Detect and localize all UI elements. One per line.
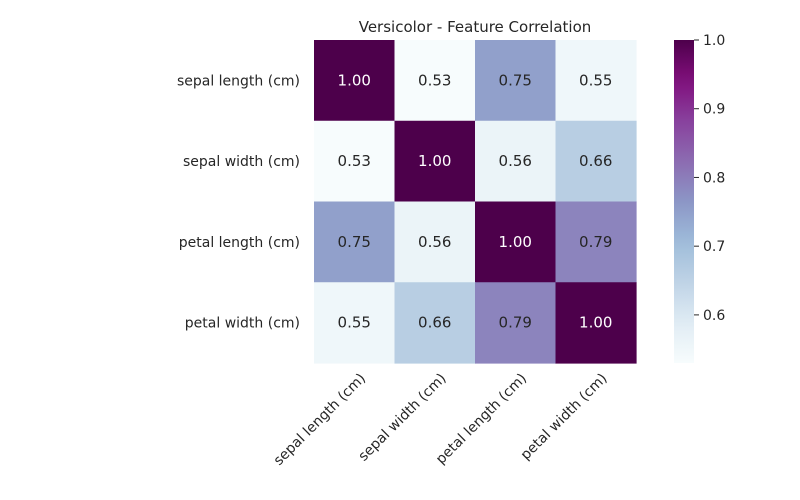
heatmap-cell [314, 120, 396, 203]
heatmap-cell [555, 120, 637, 203]
x-tick-label: sepal length (cm) [271, 371, 369, 469]
colorbar-tick-label: 0.9 [703, 102, 725, 118]
x-tick-label: sepal width (cm) [356, 371, 450, 465]
heatmap-cell-label: 1.00 [418, 152, 451, 170]
x-tick-label: petal width (cm) [518, 371, 611, 464]
heatmap-cell-labels: 1.00 0.53 0.75 0.55 0.53 1.00 0.56 0.66 0.75 0.56… [338, 71, 613, 331]
heatmap-cell-label: 0.53 [338, 152, 371, 170]
heatmap-cell [394, 120, 476, 203]
heatmap-cell-label: 0.55 [338, 314, 371, 332]
colorbar-tick-label: 0.8 [703, 170, 725, 186]
heatmap-cells [314, 40, 637, 364]
y-tick-label: sepal width (cm) [183, 154, 300, 170]
heatmap-cell [555, 282, 637, 364]
heatmap-cell [394, 40, 476, 122]
y-axis-tick-labels: sepal length (cm) sepal width (cm) petal l… [177, 73, 300, 331]
y-tick-label: petal width (cm) [185, 316, 300, 332]
colorbar-tick-labels: 0.6 0.7 0.8 0.9 1.0 [694, 33, 725, 324]
x-tick-label: petal length (cm) [433, 371, 530, 468]
heatmap-cell [314, 282, 396, 364]
y-tick-label: petal length (cm) [179, 235, 300, 251]
heatmap-cell [475, 201, 557, 283]
colorbar-tick-label: 0.7 [703, 239, 725, 255]
heatmap-cell [555, 201, 637, 283]
heatmap-cell-label: 0.75 [338, 233, 371, 251]
heatmap-cell [475, 120, 557, 203]
heatmap-cell-label: 0.79 [579, 233, 612, 251]
heatmap-cell [555, 40, 637, 122]
heatmap-cell-label: 1.00 [579, 314, 612, 332]
heatmap-cell [394, 282, 476, 364]
heatmap-cell-label: 0.75 [499, 71, 532, 89]
colorbar [674, 40, 694, 363]
y-tick-label: sepal length (cm) [177, 73, 300, 89]
x-axis-tick-labels: sepal length (cm)sepal width (cm)petal l… [271, 371, 611, 469]
heatmap-cell-label: 0.53 [418, 71, 451, 89]
heatmap-cell-label: 0.56 [499, 152, 532, 170]
heatmap-cell [394, 201, 476, 283]
heatmap-cell-label: 1.00 [338, 71, 371, 89]
heatmap-cell [314, 201, 396, 283]
heatmap-cell-label: 0.79 [499, 314, 532, 332]
chart-title: Versicolor - Feature Correlation [359, 18, 592, 36]
heatmap-cell [314, 40, 396, 122]
heatmap-cell-label: 0.66 [418, 314, 451, 332]
heatmap-cell [475, 282, 557, 364]
heatmap-cell [475, 40, 557, 122]
heatmap-cell-label: 0.66 [579, 152, 612, 170]
colorbar-tick-label: 0.6 [703, 308, 725, 324]
heatmap-cell-label: 0.56 [418, 233, 451, 251]
colorbar-tick-label: 1.0 [703, 33, 725, 49]
heatmap-cell-label: 1.00 [499, 233, 532, 251]
heatmap-cell-label: 0.55 [579, 71, 612, 89]
